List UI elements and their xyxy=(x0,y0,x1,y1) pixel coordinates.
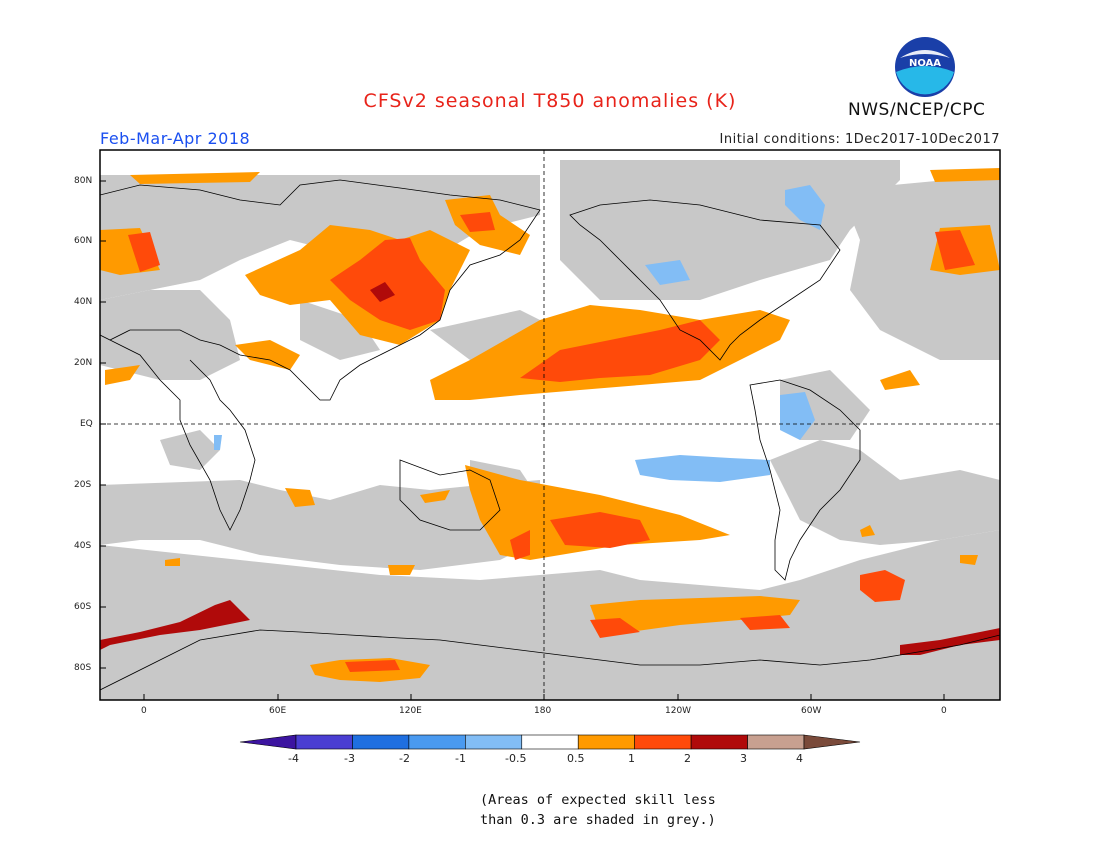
colorbar-label: 3 xyxy=(740,752,747,765)
lat-label: 20N xyxy=(74,358,93,368)
warm-anomaly-1-2 xyxy=(128,212,975,672)
lon-label: 60W xyxy=(801,706,822,716)
colorbar-label: -3 xyxy=(344,752,355,765)
season-label: Feb-Mar-Apr 2018 xyxy=(100,129,251,148)
lon-label: 180 xyxy=(534,706,552,716)
lon-label: 120E xyxy=(399,706,422,716)
colorbar-label: -4 xyxy=(288,752,299,765)
lon-label: 0 xyxy=(141,706,147,716)
lon-label: 0 xyxy=(941,706,947,716)
lon-label: 60E xyxy=(269,706,287,716)
skill-note-line-1: (Areas of expected skill less xyxy=(480,792,716,808)
skill-note-line-2: than 0.3 are shaded in grey.) xyxy=(480,812,716,828)
colorbar-label: -0.5 xyxy=(505,752,527,765)
lat-label: 60N xyxy=(74,236,93,246)
lat-label: 40S xyxy=(74,541,92,551)
lon-label: 120W xyxy=(665,706,692,716)
cool-anomaly xyxy=(214,185,825,482)
skill-note: (Areas of expected skill less than 0.3 a… xyxy=(480,790,716,830)
warm-anomaly-2-3 xyxy=(100,282,1000,655)
lat-label: 80N xyxy=(74,176,93,186)
map-frame xyxy=(99,149,1001,701)
colorbar-label: 0.5 xyxy=(567,752,585,765)
coastlines xyxy=(100,179,1000,691)
lat-label: 20S xyxy=(74,480,92,490)
lat-label: 80S xyxy=(74,663,92,673)
colorbar-label: 4 xyxy=(796,752,803,765)
lat-label: EQ xyxy=(80,419,93,429)
initial-conditions-label: Initial conditions: 1Dec2017-10Dec2017 xyxy=(719,132,1000,147)
map-title: CFSv2 seasonal T850 anomalies (K) xyxy=(363,90,737,112)
lat-label: 60S xyxy=(74,602,92,612)
low-skill-shading xyxy=(100,160,1000,700)
org-label: NWS/NCEP/CPC xyxy=(848,100,986,120)
colorbar-label: -1 xyxy=(455,752,466,765)
colorbar-label: 2 xyxy=(684,752,691,765)
colorbar-label: 1 xyxy=(628,752,635,765)
lat-label: 40N xyxy=(74,297,93,307)
colorbar-label: -2 xyxy=(399,752,410,765)
